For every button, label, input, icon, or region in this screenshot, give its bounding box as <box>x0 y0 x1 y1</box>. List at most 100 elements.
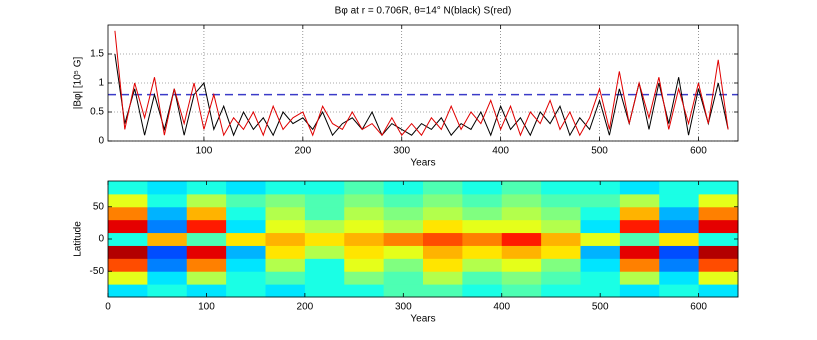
heatmap-cell <box>619 271 660 285</box>
heatmap-cell <box>147 271 188 285</box>
heatmap-cell <box>659 284 700 298</box>
heatmap-cell <box>344 193 385 208</box>
heatmap-cell <box>344 258 385 272</box>
series-line <box>114 53 729 137</box>
heatmap-cell <box>541 206 581 221</box>
heatmap-cell <box>147 206 188 221</box>
heatmap-cell <box>580 206 621 221</box>
heatmap-cell <box>344 219 385 234</box>
heatmap-cell <box>659 219 700 234</box>
heatmap-cell <box>423 271 463 285</box>
x-tick-label: 200 <box>297 302 314 313</box>
x-tick-label: 400 <box>493 302 510 313</box>
heatmap-cell <box>108 181 148 195</box>
heatmap-cell <box>383 193 424 208</box>
heatmap-cell <box>541 271 581 285</box>
heatmap-cell <box>108 271 148 285</box>
heatmap-cell <box>423 219 463 234</box>
y-tick-label: 1 <box>98 78 104 89</box>
x-tick-label: 200 <box>294 146 311 157</box>
y-tick-label: 0 <box>98 234 104 245</box>
heatmap-cell <box>659 245 700 259</box>
y-tick-label: 50 <box>93 201 105 212</box>
heatmap-cell <box>619 232 660 246</box>
heatmap-cell <box>265 193 306 208</box>
heatmap-cell <box>423 193 463 208</box>
y-tick-label: 0 <box>98 136 104 147</box>
heatmap-cell <box>226 193 266 208</box>
heatmap-cell <box>423 284 463 298</box>
heatmap-cell <box>383 284 424 298</box>
heatmap-cell <box>383 258 424 272</box>
heatmap-cell <box>147 284 188 298</box>
heatmap-cell <box>659 271 700 285</box>
heatmap-cell <box>423 232 463 246</box>
heatmap-cell <box>344 181 385 195</box>
heatmap-cell <box>698 245 739 259</box>
heatmap-cell <box>383 206 424 221</box>
heatmap-cell <box>265 245 306 259</box>
heatmap-cell <box>265 232 306 246</box>
heatmap-cell <box>226 245 266 259</box>
heatmap-cell <box>186 193 227 208</box>
heatmap-cell <box>580 219 621 234</box>
heatmap-cell <box>383 219 424 234</box>
heatmap-cell <box>226 232 266 246</box>
heatmap-cell <box>580 271 621 285</box>
x-tick-label: 500 <box>592 302 609 313</box>
x-tick-label: 300 <box>393 146 410 157</box>
heatmap-cell <box>304 206 345 221</box>
x-tick-label: 600 <box>690 302 707 313</box>
y-axis-label: |Bφ| [10⁵ G] <box>73 57 84 110</box>
heatmap-cell <box>619 245 660 259</box>
heatmap-cell <box>186 181 227 195</box>
heatmap-cell <box>147 219 188 234</box>
heatmap-cell <box>580 258 621 272</box>
heatmap-cell <box>501 271 542 285</box>
heatmap-cell <box>265 206 306 221</box>
heatmap-cell <box>462 245 503 259</box>
heatmap-cell <box>501 219 542 234</box>
heatmap-cell <box>344 206 385 221</box>
heatmap-cell <box>186 245 227 259</box>
x-tick-label: 100 <box>198 302 215 313</box>
heatmap-cell <box>304 219 345 234</box>
heatmap-cell <box>344 284 385 298</box>
heatmap-cell <box>226 258 266 272</box>
heatmap-cell <box>501 193 542 208</box>
heatmap-cell <box>462 284 503 298</box>
heatmap-cell <box>344 245 385 259</box>
heatmap-cell <box>541 181 581 195</box>
heatmap-cell <box>698 284 739 298</box>
heatmap-cell <box>462 219 503 234</box>
heatmap-cell <box>501 206 542 221</box>
heatmap-cell <box>226 284 266 298</box>
heatmap-cell <box>462 181 503 195</box>
heatmap-cell <box>304 258 345 272</box>
heatmap-cell <box>186 232 227 246</box>
heatmap-cell <box>226 271 266 285</box>
heatmap-cell <box>186 271 227 285</box>
heatmap-cell <box>423 258 463 272</box>
heatmap-cell <box>698 181 739 195</box>
heatmap-cell <box>304 193 345 208</box>
heatmap-cell <box>108 193 148 208</box>
heatmap-cell <box>383 245 424 259</box>
heatmap-cell <box>580 181 621 195</box>
heatmap-cell <box>344 271 385 285</box>
heatmap-cell <box>462 232 503 246</box>
heatmap-cell <box>659 206 700 221</box>
heatmap-cell <box>580 284 621 298</box>
heatmap-cell <box>501 258 542 272</box>
heatmap-cell <box>226 181 266 195</box>
x-tick-label: 100 <box>196 146 213 157</box>
heatmap-cell <box>383 232 424 246</box>
y-tick-label: 1.5 <box>90 49 104 60</box>
heatmap-cell <box>265 181 306 195</box>
heatmap-cell <box>698 206 739 221</box>
heatmap-cell <box>541 245 581 259</box>
heatmap-cell <box>462 271 503 285</box>
heatmap-cell <box>423 206 463 221</box>
heatmap-cell <box>462 258 503 272</box>
heatmap-cell <box>423 181 463 195</box>
